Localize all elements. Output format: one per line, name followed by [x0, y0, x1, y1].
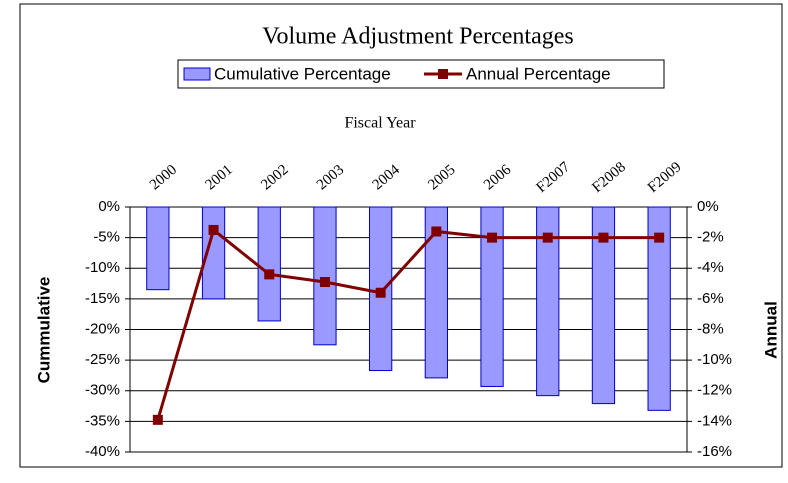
bar	[257, 206, 281, 322]
chart-title: Volume Adjustment Percentages	[262, 24, 574, 50]
line-marker	[264, 269, 275, 280]
bar	[647, 206, 671, 411]
y-tick-label: -5%	[93, 229, 120, 246]
y-tick-label: 0%	[98, 198, 120, 215]
line-marker	[598, 232, 609, 243]
line-marker	[654, 232, 665, 243]
line	[156, 227, 660, 421]
y2-tick-label: -16%	[697, 443, 732, 460]
bar	[591, 206, 616, 405]
bar	[201, 206, 226, 300]
y2-tick-label: -2%	[697, 229, 724, 246]
legend-swatch	[183, 67, 211, 81]
y-tick-label: -10%	[85, 259, 120, 276]
y2-tick-label: -8%	[697, 320, 724, 337]
line-marker	[487, 232, 498, 243]
y-tick-label: -40%	[85, 443, 120, 460]
y2-axis-title: Annual	[761, 301, 780, 359]
legend-label: Annual Percentage	[466, 64, 611, 83]
line-marker	[319, 277, 330, 288]
y-tick-label: -25%	[85, 351, 120, 368]
bar	[424, 206, 448, 379]
line-marker	[375, 287, 386, 298]
y-axis-title: Cummulative	[34, 277, 53, 384]
bar	[480, 206, 504, 387]
y2-tick-label: -10%	[697, 351, 732, 368]
legend	[177, 59, 665, 89]
bar	[536, 206, 560, 397]
y-tick-label: -30%	[85, 382, 120, 399]
y-tick-label: -20%	[85, 320, 120, 337]
bar	[146, 206, 170, 291]
legend-swatch	[438, 69, 448, 79]
line-marker	[542, 232, 553, 243]
line-marker	[431, 226, 442, 237]
line-marker	[208, 224, 219, 235]
legend-label: Cumulative Percentage	[214, 64, 391, 83]
x-axis-title: Fiscal Year	[344, 115, 416, 132]
y2-tick-label: -6%	[697, 290, 724, 307]
y2-tick-label: -14%	[697, 412, 732, 429]
y2-tick-label: 0%	[697, 198, 719, 215]
y2-tick-label: -4%	[697, 259, 724, 276]
y-tick-label: -15%	[85, 290, 120, 307]
bar	[313, 206, 337, 346]
line-marker	[152, 414, 163, 425]
y-tick-label: -35%	[85, 412, 120, 429]
y2-tick-label: -12%	[697, 382, 732, 399]
